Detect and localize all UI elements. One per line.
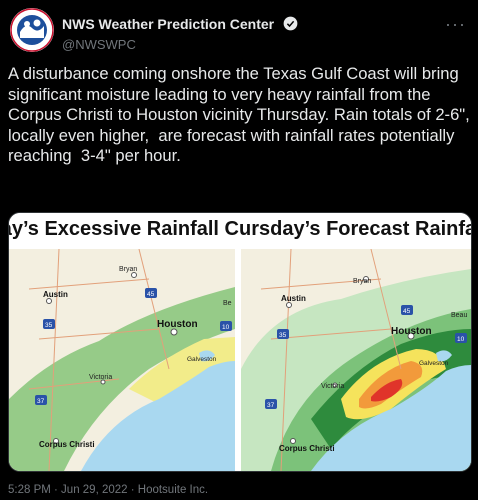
hwy-10-label: 10	[457, 336, 465, 343]
avatar[interactable]	[10, 8, 54, 52]
city-victoria: Victoria	[321, 383, 344, 390]
city-corpus-christi: Corpus Christi	[279, 444, 335, 453]
account-names: NWS Weather Prediction Center @NWSWPC	[62, 15, 298, 52]
tweet-text: A disturbance coming onshore the Texas G…	[8, 64, 475, 166]
verified-badge-icon	[283, 16, 297, 31]
city-corpus-christi: Corpus Christi	[39, 440, 95, 449]
qpf-red-area	[371, 379, 403, 402]
city-houston: Houston	[157, 319, 198, 330]
map-divider	[235, 249, 241, 471]
tweet-timestamp[interactable]: 5:28 PM · Jun 29, 2022 · Hootsuite Inc.	[8, 484, 209, 496]
handle[interactable]: @NWSWPC	[62, 37, 136, 52]
display-name[interactable]: NWS Weather Prediction Center	[62, 15, 275, 32]
gulf-water	[311, 365, 471, 471]
city-houston: Houston	[391, 326, 432, 337]
hwy-37-label: 37	[37, 398, 45, 405]
media-title-banner: lay’s Excessive Rainfall C ursday’s Fore…	[9, 213, 471, 249]
left-map-title: lay’s Excessive Rainfall C	[9, 218, 239, 240]
city-victoria: Victoria	[89, 374, 112, 381]
hwy-37-label: 37	[267, 402, 275, 409]
tweet-header: NWS Weather Prediction Center @NWSWPC ··…	[8, 6, 470, 56]
tweet-media[interactable]: lay’s Excessive Rainfall C ursday’s Fore…	[8, 212, 472, 472]
city-galveston: Galveston	[187, 356, 217, 363]
hwy-45-label: 45	[147, 291, 155, 298]
city-bryan: Bryan	[353, 278, 371, 285]
map-panels: Bryan Austin Houston Galveston Victoria …	[9, 249, 471, 471]
hwy-10-label: 10	[222, 324, 230, 331]
gulf-water	[81, 361, 235, 471]
nws-logo-icon	[10, 8, 54, 52]
hwy-45-label: 45	[403, 308, 411, 315]
city-beaumont: Beau	[451, 312, 467, 319]
forecast-rainfall-map: Bryan Austin Houston Galveston Victoria …	[241, 249, 471, 471]
city-edge-label: Be	[223, 300, 232, 307]
city-austin: Austin	[43, 290, 68, 299]
more-options-icon[interactable]: ···	[445, 14, 466, 34]
city-bryan: Bryan	[119, 266, 137, 273]
excessive-rainfall-map: Bryan Austin Houston Galveston Victoria …	[9, 249, 235, 471]
right-map-title: ursday’s Forecast Rainfa	[239, 218, 471, 240]
hwy-35-label: 35	[45, 322, 53, 329]
city-galveston: Galveston	[419, 360, 449, 367]
city-austin: Austin	[281, 294, 306, 303]
hwy-35-label: 35	[279, 332, 287, 339]
